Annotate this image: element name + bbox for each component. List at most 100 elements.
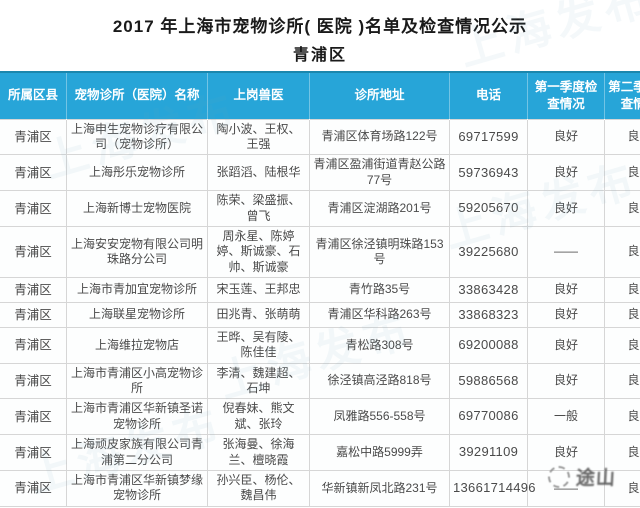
cell-district: 青浦区 [0,434,67,471]
cell-phone: 69200088 [449,326,528,364]
cell-phone: 59205670 [449,190,528,227]
cell-address: 青竹路35号 [309,276,450,303]
header-cell-address: 诊所地址 [309,70,450,120]
cell-district: 青浦区 [0,190,67,227]
cell-name: 上海联星宠物诊所 [66,301,208,328]
cell-district: 青浦区 [0,469,67,507]
cell-q1: —— [527,469,605,507]
cell-q1: 良好 [527,434,605,471]
cell-name: 上海彤乐宠物诊所 [66,154,208,192]
cell-q1: 一般 [527,398,605,436]
cell-q1: 良好 [527,276,605,303]
cell-q2: 良好 [604,276,640,303]
cell-district: 青浦区 [0,398,67,436]
cell-q1: —— [527,225,605,278]
cell-phone: 69770086 [449,398,528,436]
cell-name: 上海安安宠物有限公司明珠路分公司 [66,225,208,278]
cell-address: 徐泾镇高泾路818号 [309,362,450,400]
cell-phone: 39291109 [449,434,528,471]
cell-district: 青浦区 [0,154,67,192]
cell-address: 青浦区盈浦街道青赵公路77号 [309,154,450,192]
cell-phone: 59886568 [449,362,528,400]
header-cell-vets: 上岗兽医 [207,70,310,120]
cell-q1: 良好 [527,301,605,328]
cell-vets: 周永星、陈婷婷、斯诚豪、石帅、斯诚豪 [207,225,310,278]
cell-vets: 王晔、吴有陵、陈佳佳 [207,326,310,364]
cell-address: 华新镇新凤北路231号 [309,469,450,507]
cell-phone: 13661714496 [449,469,536,507]
page-title: 2017 年上海市宠物诊所( 医院 )名单及检查情况公示 [112,17,528,36]
table-row: 青浦区 上海申生宠物诊疗有限公司（宠物诊所） 陶小波、王权、王强 青浦区体育场路122… [0,118,640,156]
cell-q2: 良好 [604,398,640,436]
table-row: 青浦区 上海顽皮家族有限公司青浦第二分公司 张海曼、徐海兰、檀晓霞 嘉松中路5999弄… [0,434,640,471]
cell-address: 嘉松中路5999弄 [309,434,450,471]
header-cell-q2: 第二季度检查情况 [604,70,640,120]
cell-q1: 良好 [527,362,605,400]
clinic-inspection-table: 所属区县宠物诊所（医院）名称上岗兽医诊所地址电话第一季度检查情况第二季度检查情况… [0,70,640,507]
cell-phone: 33863428 [449,276,528,303]
cell-q1: 良好 [527,154,605,192]
cell-district: 青浦区 [0,276,67,303]
district-subtitle: 青浦区 [292,47,347,64]
cell-address: 青浦区徐泾镇明珠路153号 [309,225,450,278]
cell-q2: 良好 [604,118,640,156]
cell-phone: 39225680 [449,225,528,278]
cell-name: 上海市青浦区华新镇圣诺宠物诊所 [66,398,208,436]
cell-q2: 良好 [604,225,640,278]
cell-address: 凤雅路556-558号 [309,398,450,436]
cell-vets: 李清、魏建超、石坤 [207,362,310,400]
cell-vets: 田兆青、张萌萌 [207,301,310,328]
cell-vets: 张蹈滔、陆根华 [207,154,310,192]
cell-district: 青浦区 [0,225,67,278]
cell-address: 青浦区淀湖路201号 [309,190,450,227]
cell-address: 青浦区华科路263号 [309,301,450,328]
cell-district: 青浦区 [0,362,67,400]
cell-name: 上海市青加宜宠物诊所 [66,276,208,303]
cell-q2: 良好 [604,362,640,400]
header-cell-q1: 第一季度检查情况 [527,70,605,120]
header-cell-phone: 电话 [449,70,528,120]
cell-q1: 良好 [527,118,605,156]
table-row: 青浦区 上海市青浦区华新镇梦缘宠物诊所 孙兴臣、杨伦、魏昌伟 华新镇新凤北路231号 1… [0,469,640,507]
cell-vets: 张海曼、徐海兰、檀晓霞 [207,434,310,471]
cell-district: 青浦区 [0,326,67,364]
cell-name: 上海顽皮家族有限公司青浦第二分公司 [66,434,208,471]
cell-vets: 陈荣、梁盛振、曾飞 [207,190,310,227]
cell-q2: 良好 [604,154,640,192]
cell-vets: 孙兴臣、杨伦、魏昌伟 [207,469,310,507]
cell-address: 青浦区体育场路122号 [309,118,450,156]
table-row: 青浦区 上海市青浦区华新镇圣诺宠物诊所 倪春妹、熊文斌、张玲 凤雅路556-558号 6… [0,398,640,436]
cell-name: 上海申生宠物诊疗有限公司（宠物诊所） [66,118,208,156]
cell-name: 上海市青浦区华新镇梦缘宠物诊所 [66,469,208,507]
cell-vets: 陶小波、王权、王强 [207,118,310,156]
cell-name: 上海新博士宠物医院 [66,190,208,227]
cell-q1: 良好 [527,326,605,364]
table-body: 青浦区 上海申生宠物诊疗有限公司（宠物诊所） 陶小波、王权、王强 青浦区体育场路122… [0,118,640,507]
cell-address: 青松路308号 [309,326,450,364]
cell-phone: 59736943 [449,154,528,192]
table-row: 青浦区 上海市青浦区小高宠物诊所 李清、魏建超、石坤 徐泾镇高泾路818号 598865… [0,362,640,400]
cell-q2: 良好 [604,190,640,227]
table-row: 青浦区 上海彤乐宠物诊所 张蹈滔、陆根华 青浦区盈浦街道青赵公路77号 59736943… [0,154,640,192]
cell-q2: 良好 [604,326,640,364]
cell-phone: 69717599 [449,118,528,156]
cell-q2: 良好 [604,434,640,471]
cell-vets: 倪春妹、熊文斌、张玲 [207,398,310,436]
table-row: 青浦区 上海新博士宠物医院 陈荣、梁盛振、曾飞 青浦区淀湖路201号 59205670 良… [0,190,640,227]
cell-phone: 33868323 [449,301,528,328]
cell-vets: 宋玉莲、王邦忠 [207,276,310,303]
cell-q2: 良好 [604,301,640,328]
cell-district: 青浦区 [0,118,67,156]
header-cell-district: 所属区县 [0,70,67,120]
table-row: 青浦区 上海安安宠物有限公司明珠路分公司 周永星、陈婷婷、斯诚豪、石帅、斯诚豪 青浦区… [0,225,640,278]
cell-name: 上海市青浦区小高宠物诊所 [66,362,208,400]
cell-name: 上海维拉宠物店 [66,326,208,364]
cell-q2: 良好 [604,469,640,507]
cell-district: 青浦区 [0,301,67,328]
